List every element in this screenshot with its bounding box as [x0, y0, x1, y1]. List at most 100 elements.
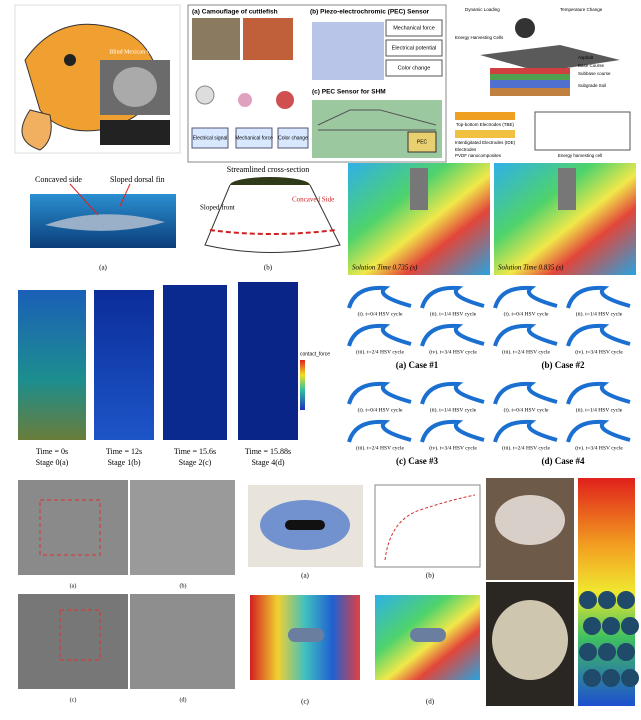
- flow-streak: [493, 381, 558, 405]
- scour-panel: (a) (b) (c) (d): [248, 484, 481, 706]
- harvest-panel: Dynamic Loading Temperature Change Energ…: [455, 7, 631, 158]
- scour-label: (b): [426, 572, 435, 580]
- pec-output: Color change: [398, 65, 431, 71]
- harvest-layer: Subgrade Soil: [578, 83, 606, 88]
- flow-streak: [347, 419, 412, 443]
- case-label: (iv). t=3/4 HSV cycle: [575, 348, 623, 355]
- pressure-panel: Solution Time 0.735 (s) Solution Time 0.…: [348, 163, 636, 275]
- flow-streak: [566, 381, 631, 405]
- flow-streak: [347, 323, 412, 347]
- case-label: (i). t=0/4 HSV cycle: [504, 310, 549, 317]
- flow-streak: [566, 419, 631, 443]
- harvest-top: Dynamic Loading: [465, 7, 500, 12]
- case-label: (iii). t=2/4 HSV cycle: [502, 444, 550, 451]
- photo-panel: [486, 478, 639, 706]
- harvest-layer: Asphalt: [578, 55, 594, 60]
- flow-streak: [420, 381, 485, 405]
- harvest-electrode: Interdigitated Electrodes (IDE): [455, 140, 516, 145]
- pec-panel: (a) Camouflage of cuttlefish (b) Piezo-e…: [187, 4, 447, 163]
- harvest-legend: Electrodes: [455, 147, 477, 152]
- sem-label: (d): [180, 696, 187, 703]
- harvest-layer: Subbase course: [578, 71, 611, 76]
- case-label: (iv). t=3/4 HSV cycle: [575, 444, 623, 451]
- harvest-top: Temperature Change: [560, 7, 603, 12]
- scour-label: (c): [301, 698, 309, 706]
- case-label: (iii). t=2/4 HSV cycle: [356, 444, 404, 451]
- section-label: Concaved Side: [292, 196, 334, 204]
- pec-flow: Mechanical force: [235, 135, 273, 141]
- case-title: (c) Case #3: [396, 456, 438, 466]
- section-title: Streamlined cross-section: [227, 165, 309, 174]
- pec-flow: Electrical signal: [193, 135, 228, 141]
- scour-label: (d): [426, 698, 435, 706]
- case-label: (i). t=0/4 HSV cycle: [358, 406, 403, 413]
- flow-streak: [347, 285, 412, 309]
- dot: [598, 591, 616, 609]
- case-label: (iv). t=3/4 HSV cycle: [429, 348, 477, 355]
- case-label: (iv). t=3/4 HSV cycle: [429, 444, 477, 451]
- sem-label: (c): [70, 696, 77, 703]
- section-label: Sloped front: [200, 204, 235, 212]
- case-label: (i). t=0/4 HSV cycle: [358, 310, 403, 317]
- harvest-legend: PVDF nanocomposites: [455, 153, 502, 158]
- pec-output: Mechanical force: [393, 25, 435, 31]
- dot: [583, 617, 601, 635]
- dot: [583, 669, 601, 687]
- flow-streak: [493, 419, 558, 443]
- harvest-layer: Base Course: [578, 63, 605, 68]
- sem-label: (b): [180, 582, 187, 589]
- case-title: (b) Case #2: [542, 360, 585, 370]
- fish-panel: Blind Mexican Cave Fish: [14, 4, 181, 154]
- harvest-cells: Energy Harvesting Cells: [455, 35, 504, 40]
- dot: [579, 643, 597, 661]
- dot: [602, 617, 620, 635]
- pec-panel-c: (c) PEC Sensor for SHM: [312, 89, 386, 96]
- sim-stage: Stage 1(b): [107, 458, 140, 467]
- case-label: (iii). t=2/4 HSV cycle: [356, 348, 404, 355]
- case-label: (ii). t=1/4 HSV cycle: [576, 406, 623, 413]
- flow-streak: [493, 323, 558, 347]
- sim-time: Time = 15.6s: [174, 447, 216, 456]
- fish-caption: Blind Mexican Cave Fish: [109, 49, 171, 55]
- pec-output: Electrical potential: [392, 45, 437, 51]
- shark-label: Sloped dorsal fin: [110, 175, 165, 184]
- sim-stage: Stage 4(d): [251, 458, 284, 467]
- sim-legend: contact_force: [300, 351, 330, 357]
- case-label: (i). t=0/4 HSV cycle: [504, 406, 549, 413]
- dot: [579, 591, 597, 609]
- pressure-time: Solution Time 0.835 (s): [498, 264, 564, 272]
- case-label: (ii). t=1/4 HSV cycle: [576, 310, 623, 317]
- pec-panel-a: (a) Camouflage of cuttlefish: [192, 9, 278, 16]
- case-label: (ii). t=1/4 HSV cycle: [430, 406, 477, 413]
- harvest-electrode: Top-bottom Electrodes (TBE): [456, 122, 515, 127]
- pec-flow: Color change: [278, 135, 308, 141]
- pressure-time: Solution Time 0.735 (s): [352, 264, 418, 272]
- scour-label: (a): [301, 572, 309, 580]
- sem-label: (a): [70, 582, 77, 589]
- sim-stage: Stage 0(a): [36, 458, 69, 467]
- flow-streak: [493, 285, 558, 309]
- sim-stage: Stage 2(c): [179, 458, 212, 467]
- case-label: (ii). t=1/4 HSV cycle: [430, 310, 477, 317]
- flow-streak: [566, 323, 631, 347]
- dot: [598, 643, 616, 661]
- shark-panel: Concaved side Sloped dorsal fin (a) Stre…: [30, 165, 341, 272]
- dot: [617, 643, 635, 661]
- case-title: (a) Case #1: [396, 360, 439, 370]
- pec-tag: PEC: [417, 139, 428, 145]
- pec-panel-b: (b) Piezo-electrochromic (PEC) Sensor: [310, 9, 430, 16]
- cases-panel: (i). t=0/4 HSV cycle (ii). t=1/4 HSV cycl…: [345, 282, 634, 466]
- sim-time: Time = 12s: [106, 447, 142, 456]
- flow-streak: [420, 419, 485, 443]
- sem-panel: (a) (b) (c) (d): [18, 480, 235, 703]
- sim-time: Time = 15.88s: [245, 447, 291, 456]
- dot: [621, 669, 639, 687]
- shark-caption: (a): [99, 264, 107, 272]
- case-title: (d) Case #4: [542, 456, 585, 466]
- section-caption: (b): [264, 264, 273, 272]
- sim-time: Time = 0s: [36, 447, 68, 456]
- case-label: (iii). t=2/4 HSV cycle: [502, 348, 550, 355]
- dot: [617, 591, 635, 609]
- flow-streak: [347, 381, 412, 405]
